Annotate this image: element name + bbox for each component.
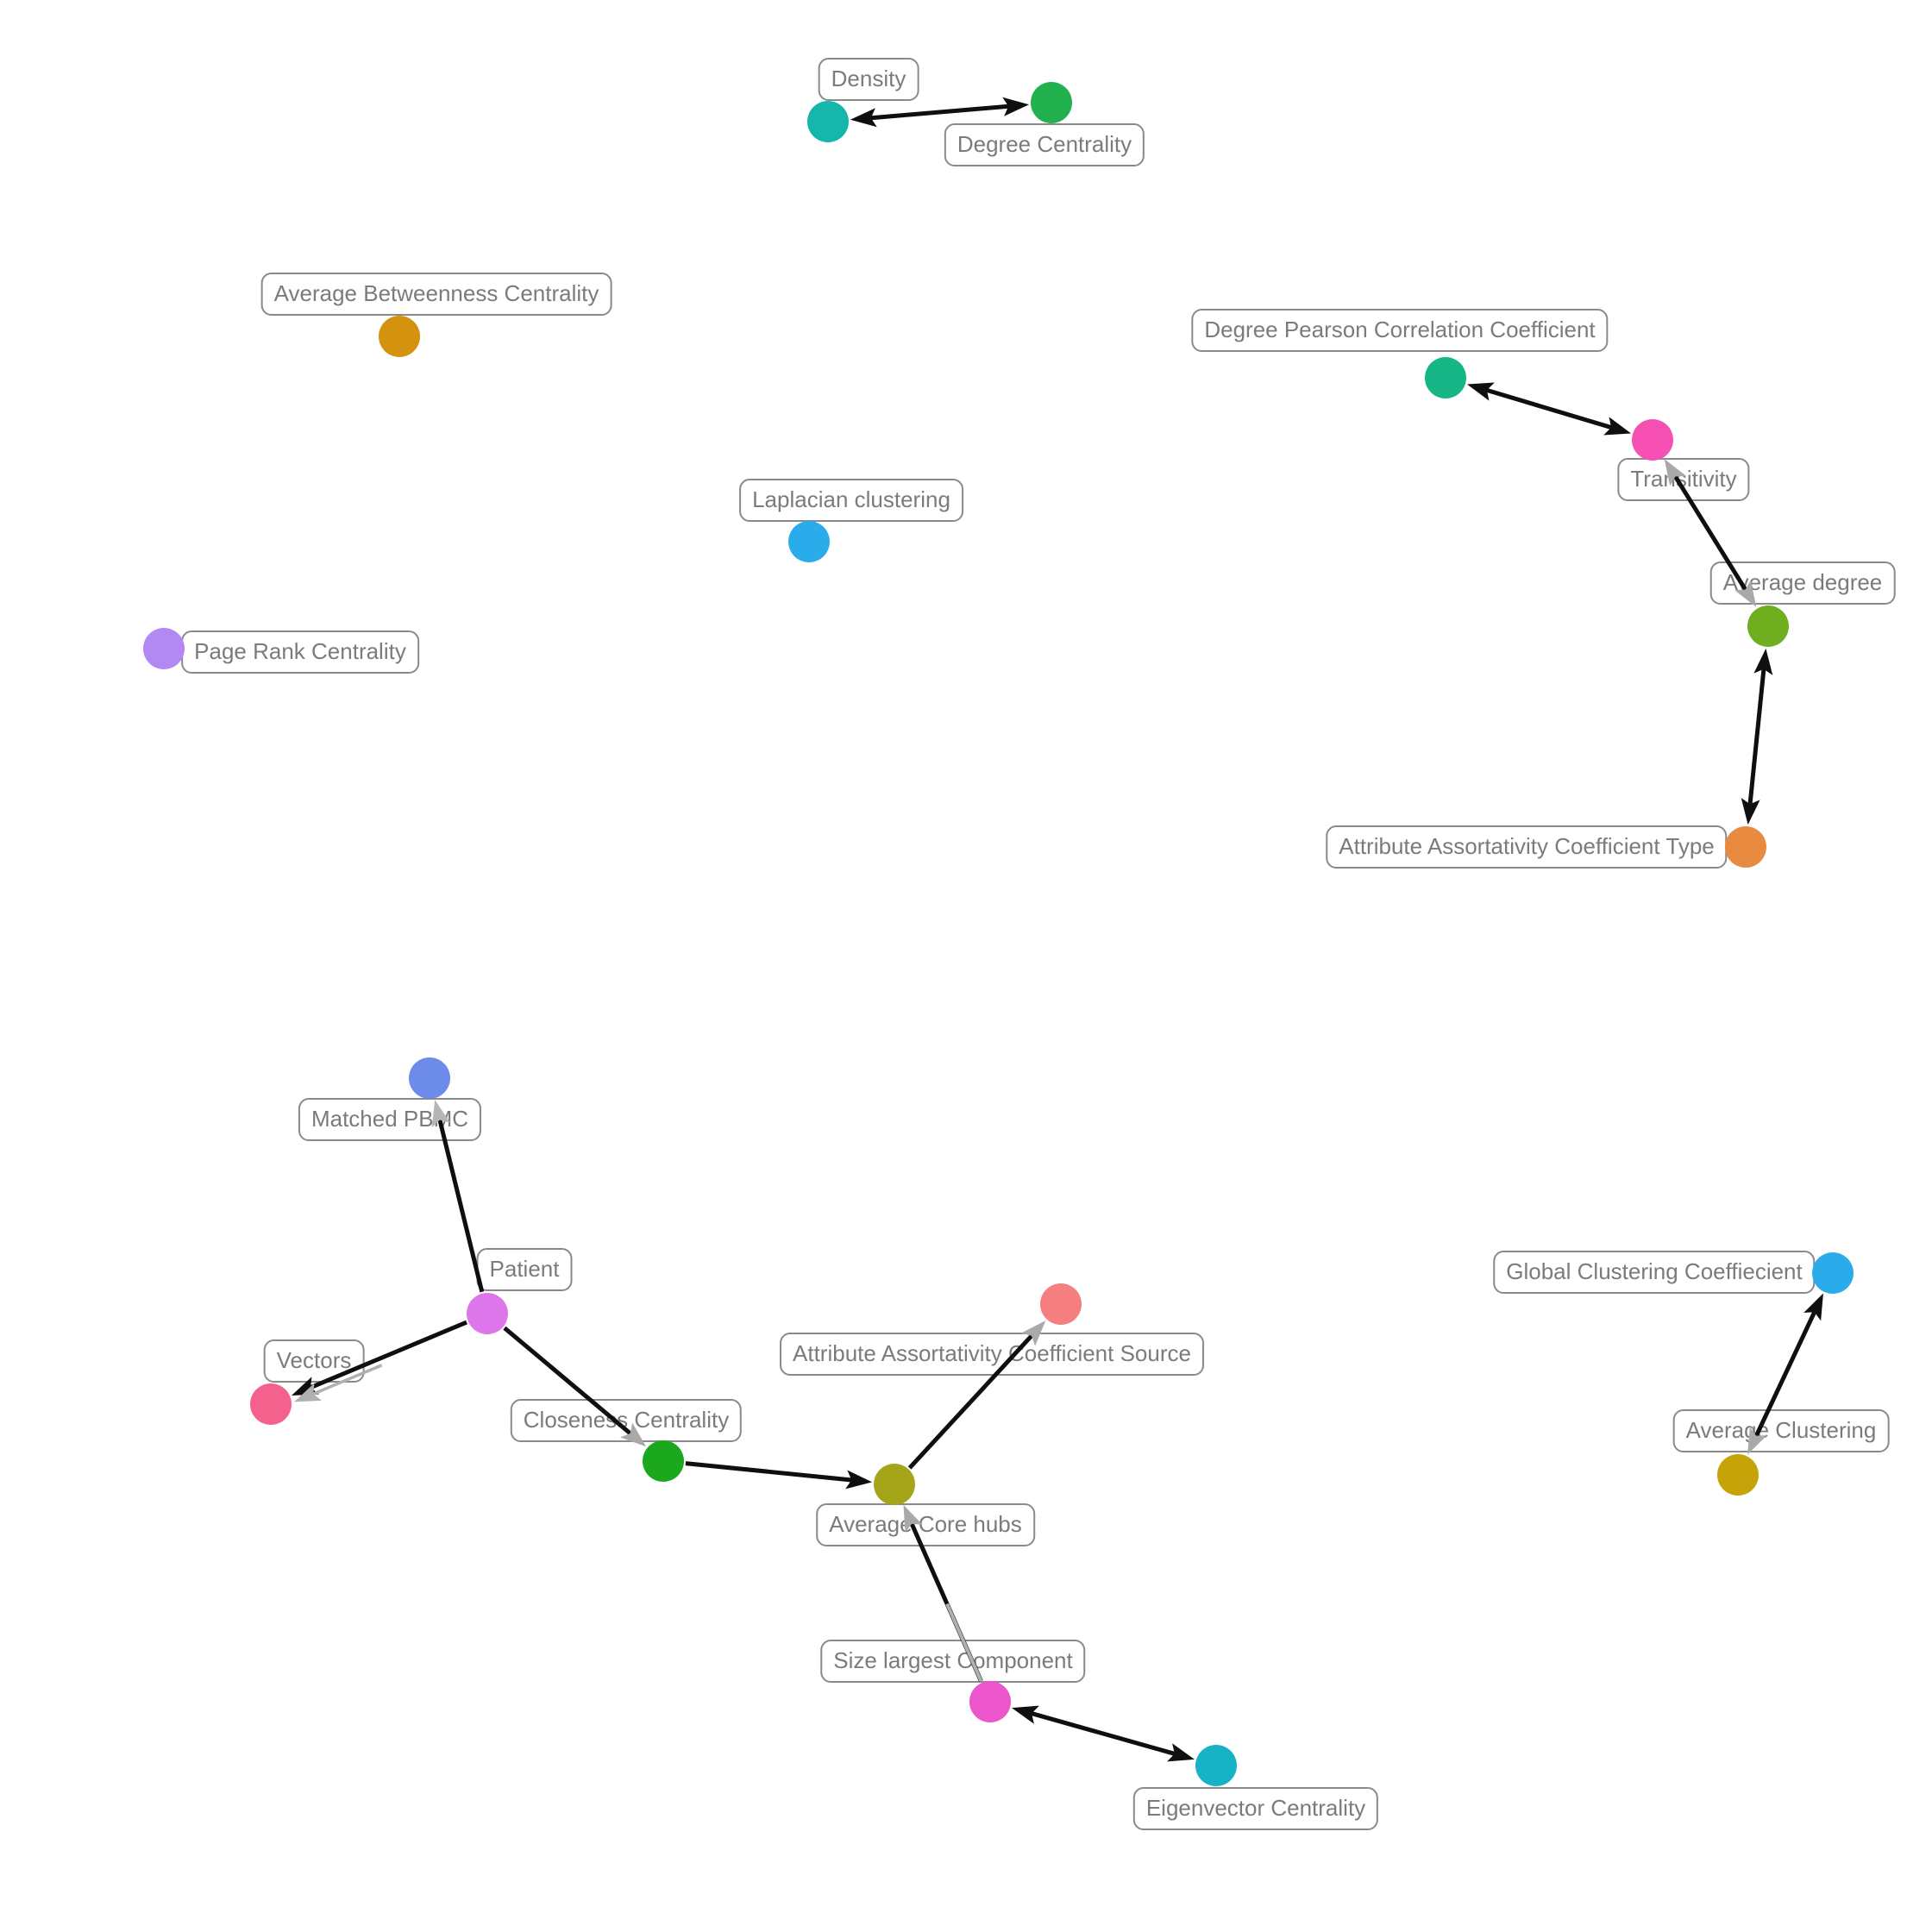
node-attr-assortativity-type[interactable] (1725, 826, 1766, 868)
node-transitivity[interactable] (1632, 419, 1673, 461)
node-label-attr-assortativity-type[interactable]: Attribute Assortativity Coefficient Type (1326, 825, 1728, 869)
node-label-closeness-centrality[interactable]: Closeness Centrality (510, 1399, 743, 1442)
node-degree-centrality[interactable] (1031, 82, 1072, 123)
node-density[interactable] (807, 101, 849, 142)
node-label-patient[interactable]: Patient (476, 1248, 573, 1291)
node-label-laplacian-clustering[interactable]: Laplacian clustering (739, 479, 963, 522)
node-label-page-rank-centrality[interactable]: Page Rank Centrality (181, 630, 419, 674)
node-degree-pearson[interactable] (1425, 357, 1466, 398)
node-label-average-degree[interactable]: Average degree (1709, 561, 1896, 605)
node-global-clustering-coefficient[interactable] (1812, 1252, 1854, 1294)
node-label-vectors[interactable]: Vectors (263, 1339, 365, 1383)
node-label-global-clustering-coefficient[interactable]: Global Clustering Coeffiecient (1493, 1251, 1816, 1294)
node-label-transitivity[interactable]: Transitivity (1617, 458, 1750, 501)
node-matched-pbmc[interactable] (409, 1057, 450, 1099)
node-label-density[interactable]: Density (818, 58, 919, 101)
node-label-average-core-hubs[interactable]: Average Core hubs (816, 1503, 1035, 1546)
node-label-size-largest-component[interactable]: Size largest Component (820, 1640, 1086, 1683)
node-label-degree-pearson[interactable]: Degree Pearson Correlation Coefficient (1191, 309, 1609, 352)
node-label-eigenvector-centrality[interactable]: Eigenvector Centrality (1132, 1787, 1379, 1830)
node-laplacian-clustering[interactable] (788, 521, 830, 562)
node-page-rank-centrality[interactable] (143, 628, 185, 669)
node-label-matched-pbmc[interactable]: Matched PBMC (298, 1098, 482, 1141)
node-size-largest-component[interactable] (969, 1681, 1011, 1722)
node-average-degree[interactable] (1747, 605, 1789, 647)
node-average-core-hubs[interactable] (874, 1464, 915, 1505)
node-attr-assortativity-source[interactable] (1040, 1283, 1082, 1325)
node-average-clustering[interactable] (1717, 1454, 1759, 1496)
node-vectors[interactable] (250, 1383, 292, 1425)
node-patient[interactable] (467, 1293, 508, 1334)
node-eigenvector-centrality[interactable] (1195, 1745, 1237, 1786)
node-label-attr-assortativity-source[interactable]: Attribute Assortativity Coefficient Sour… (780, 1333, 1204, 1376)
node-label-average-clustering[interactable]: Average Clustering (1672, 1409, 1890, 1452)
node-label-avg-betweenness-centrality[interactable]: Average Betweenness Centrality (260, 273, 612, 316)
node-closeness-centrality[interactable] (643, 1440, 684, 1482)
node-label-degree-centrality[interactable]: Degree Centrality (944, 123, 1145, 166)
node-avg-betweenness-centrality[interactable] (379, 316, 420, 357)
